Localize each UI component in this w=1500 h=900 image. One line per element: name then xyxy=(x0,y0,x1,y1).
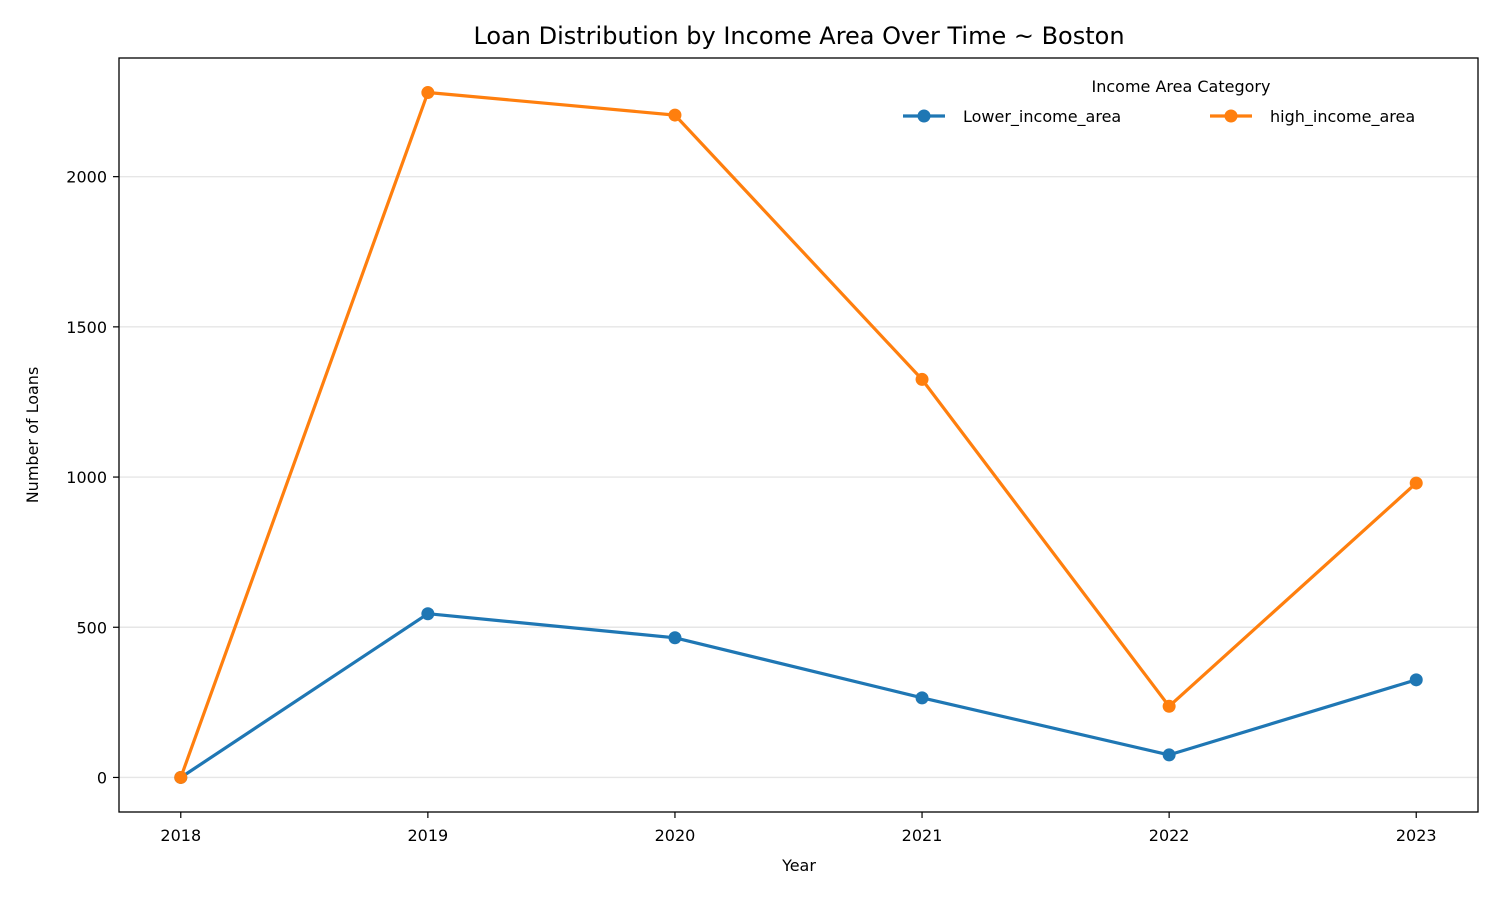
series-line-lower-income-area xyxy=(179,612,1417,779)
x-tick-label: 2023 xyxy=(1396,826,1437,845)
x-axis-title: Year xyxy=(781,856,816,875)
y-tick-label: 2000 xyxy=(66,168,107,187)
data-point-high-income-area xyxy=(174,770,188,784)
y-tick-label: 1000 xyxy=(66,468,107,487)
data-point-high-income-area xyxy=(1409,476,1423,490)
data-point-high-income-area xyxy=(668,108,682,122)
grid-layer xyxy=(119,175,1478,779)
data-point-high-income-area xyxy=(421,86,435,100)
x-tick-label: 2022 xyxy=(1149,826,1190,845)
data-point-high-income-area xyxy=(915,372,929,386)
series-line-high-income-area xyxy=(179,90,1418,779)
legend-title: Income Area Category xyxy=(1092,77,1271,96)
x-tick-label: 2018 xyxy=(160,826,201,845)
y-tick-label: 1500 xyxy=(66,318,107,337)
chart-title: Loan Distribution by Income Area Over Ti… xyxy=(473,22,1124,50)
legend-item-lower-income-area: Lower_income_area xyxy=(903,107,1121,127)
data-point-lower-income-area xyxy=(1409,673,1423,687)
legend-swatch-marker xyxy=(1224,109,1238,123)
data-point-lower-income-area xyxy=(421,607,435,621)
data-point-high-income-area xyxy=(1162,699,1176,713)
x-tick-label: 2021 xyxy=(902,826,943,845)
x-tick-label: 2019 xyxy=(408,826,449,845)
legend-label: high_income_area xyxy=(1270,107,1415,127)
legend-label: Lower_income_area xyxy=(963,107,1121,127)
x-tick-label: 2020 xyxy=(655,826,696,845)
data-point-lower-income-area xyxy=(1162,748,1176,762)
series-layer xyxy=(174,86,1423,784)
y-tick-label: 0 xyxy=(97,768,107,787)
y-axis-title: Number of Loans xyxy=(23,367,42,504)
y-tick-label: 500 xyxy=(76,618,107,637)
legend-item-high-income-area: high_income_area xyxy=(1210,107,1415,127)
axes-layer: 0 500 1000 1500 2000 2018 2019 2020 2021 2022 2023 xyxy=(66,168,1436,845)
data-point-lower-income-area xyxy=(668,631,682,645)
legend-swatch-marker xyxy=(917,109,931,123)
data-point-lower-income-area xyxy=(915,691,929,705)
plot-frame xyxy=(118,57,1479,813)
legend: Income Area Category Lower_income_area hi… xyxy=(903,77,1415,127)
